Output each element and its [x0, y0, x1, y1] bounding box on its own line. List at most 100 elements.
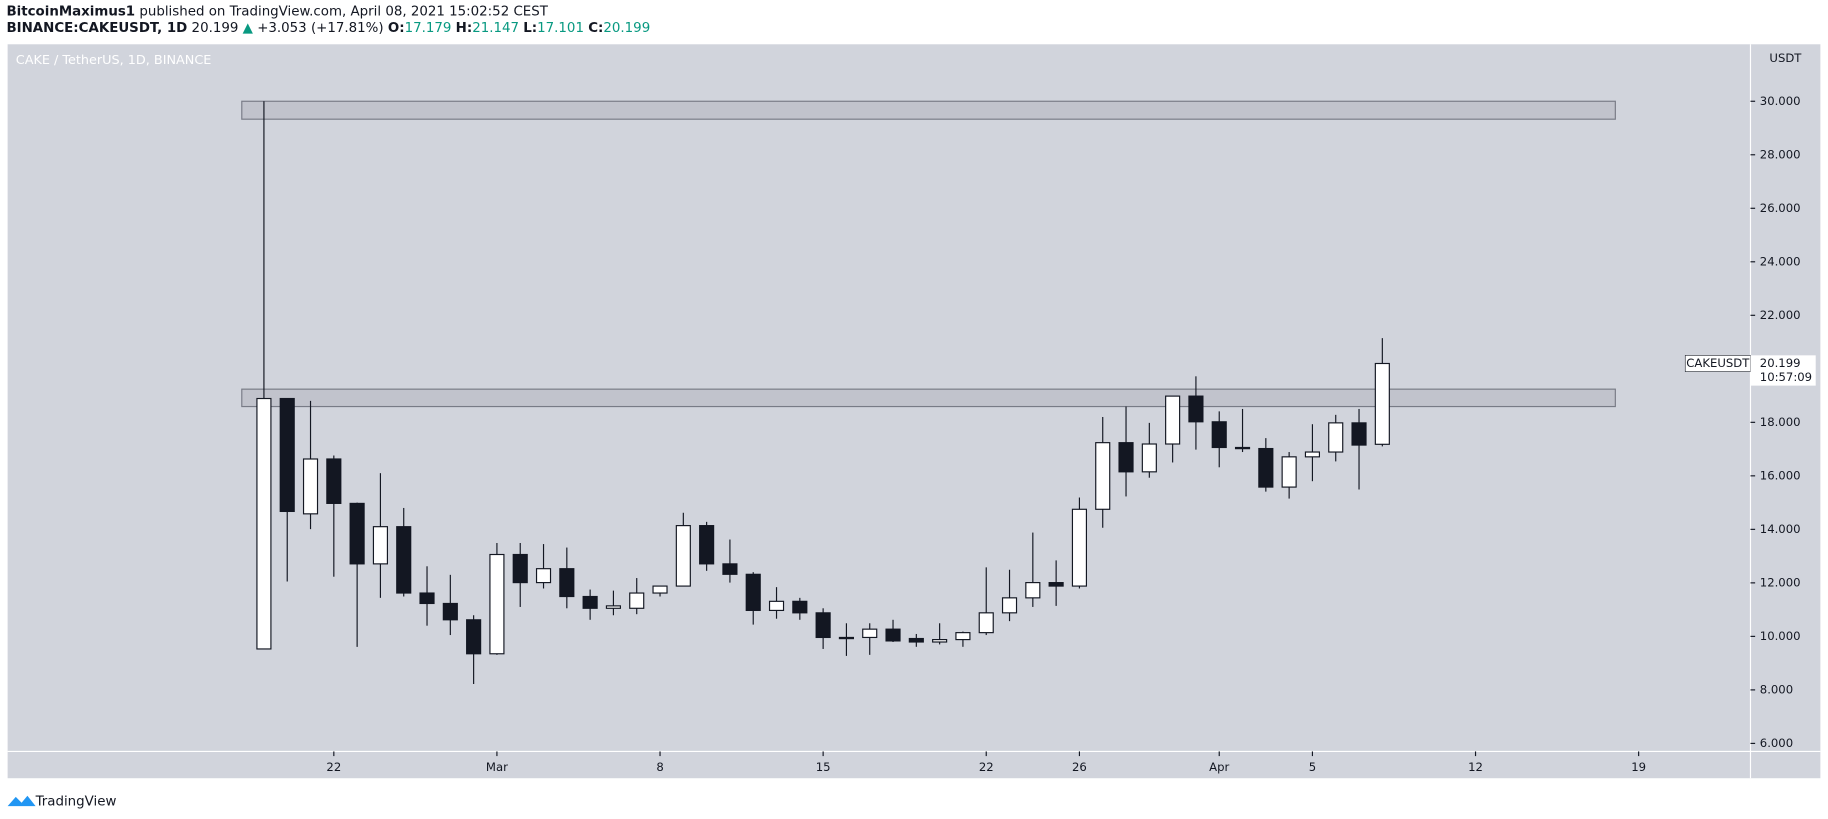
x-tick-label: 26	[1072, 760, 1087, 774]
zone	[241, 388, 1616, 408]
candle-body	[1258, 447, 1274, 488]
candle-body	[326, 458, 342, 504]
candle-body	[302, 458, 319, 515]
x-tick-label: 22	[326, 760, 341, 774]
y-tick-label: 30.000	[1760, 94, 1801, 108]
candle-body	[279, 397, 295, 513]
price-tag	[1750, 355, 1816, 386]
candle-body	[792, 600, 808, 614]
y-tick-label: 18.000	[1760, 415, 1801, 429]
l: 17.101	[537, 21, 584, 36]
symbol: BINANCE:CAKEUSDT, 1D	[6, 21, 187, 36]
candle-body	[605, 605, 622, 609]
y-tick-label: 26.000	[1760, 201, 1801, 215]
candle-body	[1141, 443, 1157, 473]
h: 21.147	[472, 21, 519, 36]
candle-body	[675, 525, 691, 587]
candle-body	[582, 595, 598, 609]
price: 20.199	[192, 21, 239, 36]
plot-background	[7, 44, 1751, 752]
y-tick-label: 14.000	[1760, 522, 1801, 536]
x-tick-label: 19	[1631, 760, 1646, 774]
candle-body	[745, 573, 761, 612]
candle-body	[396, 526, 412, 594]
candle-body	[862, 628, 878, 639]
candle-body	[955, 632, 971, 641]
candle-body	[1001, 597, 1018, 614]
candle-body	[1281, 456, 1297, 488]
y-tick-label: 10.000	[1760, 629, 1801, 643]
y-unit: USDT	[1769, 51, 1802, 65]
candle-body	[1095, 442, 1111, 510]
price-tag-countdown: 10:57:09	[1760, 370, 1812, 384]
candle-body	[349, 502, 365, 565]
candle-body	[1234, 446, 1251, 450]
candle-body	[932, 639, 948, 643]
x-tick-label: 5	[1309, 760, 1316, 774]
chart-title: CAKE / TetherUS, 1D, BINANCE	[16, 53, 212, 68]
c: 20.199	[603, 21, 650, 36]
candle-body	[1304, 451, 1321, 458]
candle-body	[699, 525, 715, 565]
candle-body	[1188, 395, 1204, 423]
candle-body	[629, 592, 645, 609]
candle-body	[512, 553, 528, 584]
candle-body	[908, 637, 924, 643]
x-tick-label: Mar	[486, 760, 508, 774]
candle-body	[1048, 582, 1064, 587]
y-tick-label: 24.000	[1760, 254, 1801, 268]
candle-body	[442, 602, 458, 621]
candle-body	[815, 612, 831, 639]
symbol-line: BINANCE:CAKEUSDT, 1D 20.199 ▲ +3.053 (+1…	[6, 21, 650, 36]
logo	[7, 795, 36, 807]
price-axis-bg	[1750, 44, 1821, 779]
publish-line: BitcoinMaximus1 published on TradingView…	[6, 5, 548, 20]
candle-body	[466, 619, 482, 655]
candle-body	[838, 636, 855, 640]
symbol-tag-label: CAKEUSDT	[1686, 356, 1750, 370]
time-axis-bg	[7, 751, 1751, 779]
y-tick-label: 28.000	[1760, 147, 1801, 161]
candle-body	[885, 628, 901, 642]
candle-body	[372, 526, 388, 565]
price-tag-value: 20.199	[1760, 356, 1801, 370]
x-tick-label: 22	[979, 760, 994, 774]
candle-body	[559, 568, 575, 598]
l-label: L:	[523, 21, 537, 36]
candle-body	[256, 397, 272, 650]
candle-body	[1025, 582, 1041, 599]
x-tick-label: 15	[816, 760, 831, 774]
x-tick-label: Apr	[1209, 760, 1229, 774]
y-tick-label: 22.000	[1760, 308, 1801, 322]
x-tick-label: 8	[656, 760, 663, 774]
published: published on TradingView.com, April 08, …	[139, 5, 548, 20]
brand: TradingView	[35, 795, 117, 810]
candle-body	[535, 568, 552, 584]
y-tick-label: 6.000	[1760, 736, 1793, 750]
x-tick-label: 12	[1468, 760, 1483, 774]
candle-body	[722, 563, 738, 575]
candle-body	[1211, 421, 1227, 449]
y-tick-label: 12.000	[1760, 575, 1801, 589]
candle-body	[652, 585, 668, 594]
h-label: H:	[456, 21, 473, 36]
candle-body	[1374, 362, 1390, 445]
o-label: O:	[388, 21, 405, 36]
candle-body	[768, 600, 785, 612]
candle-body	[419, 592, 435, 605]
candle-body	[489, 553, 505, 655]
plot	[241, 100, 1616, 685]
zone	[241, 100, 1616, 120]
o: 17.179	[405, 21, 452, 36]
candle-body	[1328, 422, 1344, 453]
candle-body	[1118, 442, 1134, 473]
footer[interactable]: TradingView	[7, 795, 117, 810]
author[interactable]: BitcoinMaximus1	[6, 5, 135, 20]
candle-body	[1351, 422, 1367, 446]
c-label: C:	[588, 21, 603, 36]
y-tick-label: 16.000	[1760, 468, 1801, 482]
change: +3.053 (+17.81%)	[257, 21, 383, 36]
candle-body	[1165, 395, 1181, 445]
candle-body	[978, 612, 994, 634]
